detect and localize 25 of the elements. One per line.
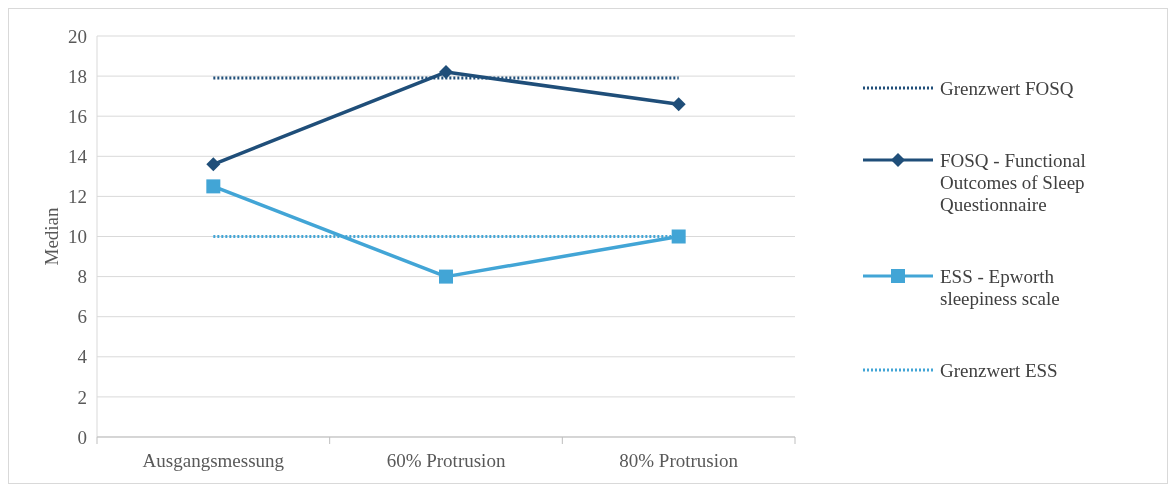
point — [671, 229, 686, 244]
y-tick-label: 0 — [77, 426, 87, 448]
y-tick-label: 8 — [77, 266, 87, 288]
point — [671, 97, 686, 112]
point — [439, 65, 453, 80]
x-tick-label: 60% Protrusion — [386, 450, 506, 471]
y-tick-label: 2 — [77, 386, 87, 408]
y-tick-label: 16 — [68, 105, 87, 127]
legend-label: Grenzwert FOSQ — [940, 77, 1074, 99]
x-tick-label: 80% Protrusion — [619, 450, 739, 471]
point — [206, 157, 221, 172]
y-tick-label: 18 — [68, 65, 87, 87]
y-tick-label: 6 — [77, 306, 87, 328]
point — [439, 269, 453, 284]
legend-label: Grenzwert ESS — [940, 359, 1058, 381]
x-tick-label: Ausgangsmessung — [142, 450, 285, 471]
y-tick-label: 10 — [68, 226, 87, 248]
y-tick-label: 4 — [77, 346, 88, 368]
y-tick-label: 14 — [68, 145, 88, 167]
y-tick-label: 12 — [68, 186, 87, 208]
legend-label: ESS - Epworth sleepiness scale — [940, 265, 1060, 309]
y-tick-label: 20 — [68, 25, 87, 47]
point — [206, 179, 221, 194]
legend-label: FOSQ - Functional Outcomes of Sleep Questionnaire — [940, 149, 1086, 215]
y-axis-title: Median — [41, 206, 62, 266]
